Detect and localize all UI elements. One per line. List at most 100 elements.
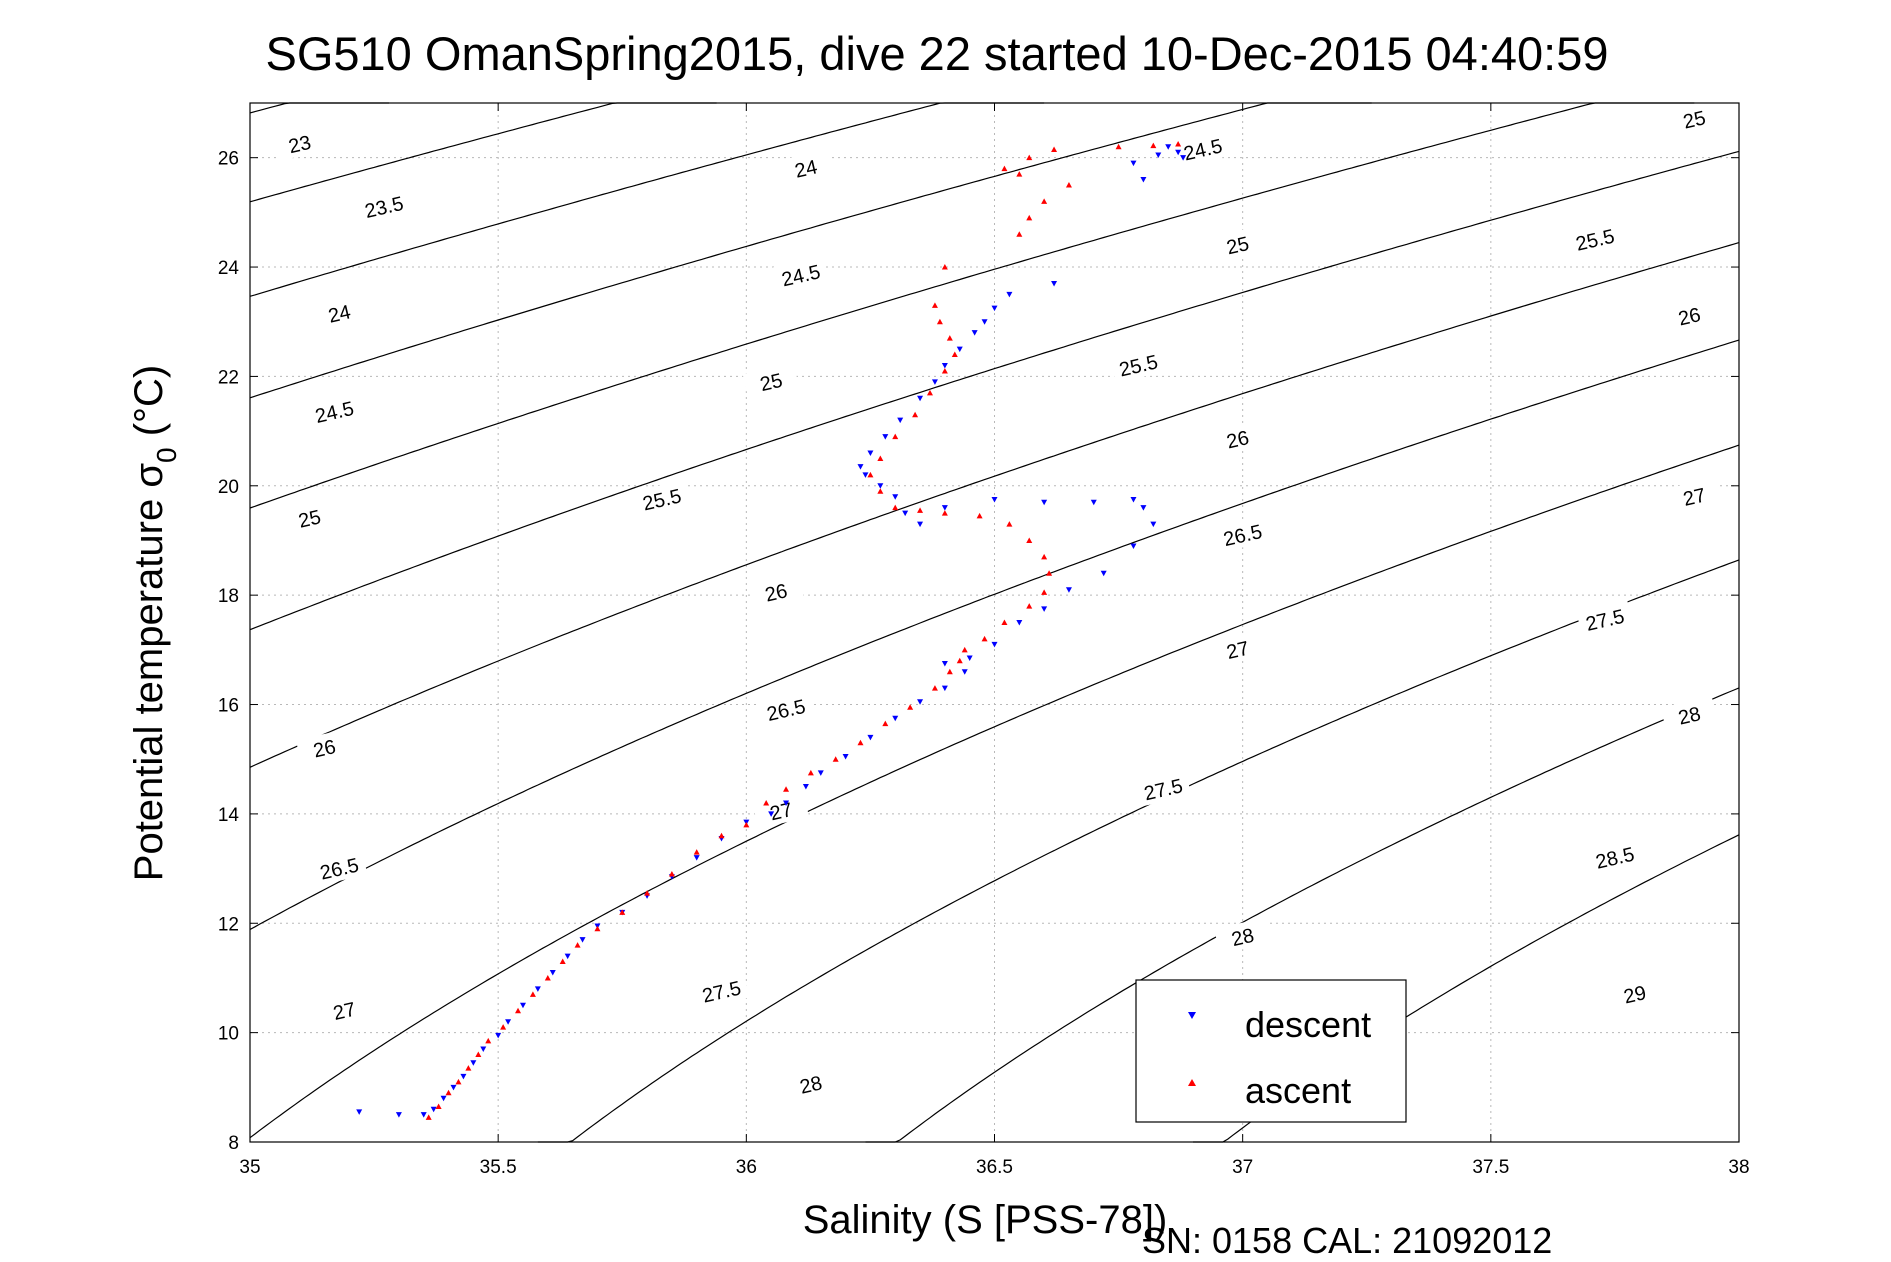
ascent-point xyxy=(931,685,938,691)
contour-label-bg xyxy=(742,362,800,400)
ascent-point xyxy=(763,799,770,806)
descent-point xyxy=(430,1106,437,1113)
ascent-point xyxy=(1026,214,1033,221)
contour-label: 23 xyxy=(287,132,314,158)
ascent-point xyxy=(594,925,601,932)
descent-point xyxy=(356,1109,363,1115)
contour-label-bg xyxy=(1134,769,1192,807)
descent-point xyxy=(991,496,998,503)
ascent-point xyxy=(956,657,963,664)
density-contour-line xyxy=(865,687,1740,1143)
ascent-point xyxy=(1026,154,1033,161)
ascent-point xyxy=(857,739,864,746)
contour-label-bg xyxy=(1109,345,1167,384)
contour-label: 25 xyxy=(296,506,323,532)
density-contour-line xyxy=(249,102,1045,297)
descent-point xyxy=(991,641,998,648)
legend-ascent-marker xyxy=(1188,1079,1196,1086)
descent-point xyxy=(1051,280,1058,287)
ascent-point xyxy=(718,832,725,839)
contour-label: 27 xyxy=(1681,484,1708,510)
ascent-point xyxy=(946,335,953,341)
descent-point xyxy=(549,969,556,976)
ascent-point xyxy=(941,367,948,374)
contour-label-bg xyxy=(1174,129,1231,168)
descent-point xyxy=(867,450,874,456)
x-axis-label: Salinity (S [PSS-78]) xyxy=(803,1198,1168,1242)
descent-point xyxy=(1016,620,1023,626)
ascent-point xyxy=(574,942,581,948)
y-tick-label: 10 xyxy=(218,1024,239,1045)
ascent-point xyxy=(485,1037,492,1044)
descent-point xyxy=(450,1084,457,1091)
y-axis-label-main: Potential temperature σ xyxy=(127,463,171,882)
y-tick-label: 18 xyxy=(218,586,239,607)
ascent-point xyxy=(892,504,899,511)
descent-point xyxy=(882,434,889,440)
x-tick-label: 35 xyxy=(239,1157,260,1178)
descent-point xyxy=(1180,155,1187,161)
legend-ascent-label: ascent xyxy=(1245,1070,1351,1111)
descent-point xyxy=(877,483,884,489)
descent-point xyxy=(991,305,998,312)
descent-point xyxy=(956,346,963,353)
y-tick-label: 20 xyxy=(218,477,239,498)
ascent-point xyxy=(981,635,988,642)
y-axis-label: Potential temperature σ0 (°C) xyxy=(127,365,182,881)
contour-label-bg xyxy=(633,479,690,518)
descent-point xyxy=(534,986,541,992)
ascent-point xyxy=(559,958,566,965)
contour-label-bg xyxy=(1214,917,1271,955)
descent-point xyxy=(842,753,849,760)
descent-point xyxy=(783,800,790,806)
ascent-point xyxy=(1001,165,1008,172)
ascent-point xyxy=(783,786,790,792)
ascent-point xyxy=(1041,589,1048,595)
legend: descent ascent xyxy=(1135,979,1407,1123)
descent-point xyxy=(917,699,924,705)
ascent-point xyxy=(465,1065,472,1071)
descent-point xyxy=(867,734,874,741)
descent-point xyxy=(802,784,809,790)
descent-point xyxy=(971,330,978,336)
descent-point xyxy=(1175,149,1182,156)
descent-point xyxy=(966,655,973,662)
ascent-point xyxy=(941,510,948,516)
legend-descent-label: descent xyxy=(1245,1004,1371,1045)
y-tick-label: 16 xyxy=(218,696,239,717)
ascent-point xyxy=(1046,570,1053,576)
contour-label-bg xyxy=(1660,695,1718,734)
y-tick-label: 26 xyxy=(218,149,239,170)
contour-label: 28 xyxy=(1676,703,1703,729)
descent-point xyxy=(395,1112,402,1118)
contour-label-bg xyxy=(1606,974,1663,1012)
contour-label-bg xyxy=(1209,225,1266,263)
descent-point xyxy=(941,362,948,369)
descent-point xyxy=(1165,144,1172,150)
contour-label-bg xyxy=(315,991,373,1029)
descent-point xyxy=(693,855,700,861)
descent-point xyxy=(1090,499,1097,506)
descent-point xyxy=(440,1095,447,1102)
series-ascent xyxy=(425,141,1182,1120)
descent-point xyxy=(917,521,924,528)
descent-point xyxy=(902,510,909,517)
contour-labels: 2323.52424.5252626.52725.52626.52727.528… xyxy=(271,99,1723,1103)
descent-point xyxy=(1100,570,1107,577)
contour-label: 25 xyxy=(1225,233,1252,259)
contour-label-bg xyxy=(1660,296,1718,334)
x-tick-label: 35.5 xyxy=(480,1157,517,1178)
descent-point xyxy=(1065,587,1072,593)
descent-point xyxy=(1041,606,1048,612)
descent-point xyxy=(1140,177,1147,183)
ascent-point xyxy=(951,351,958,358)
contour-label-bg xyxy=(693,972,750,1010)
contour-label: 28 xyxy=(798,1072,825,1098)
contour-label-bg xyxy=(1576,600,1634,638)
contour-label-bg xyxy=(1214,515,1271,553)
contour-label: 26 xyxy=(311,736,338,762)
y-tick-label: 22 xyxy=(218,367,239,388)
descent-point xyxy=(1155,152,1162,158)
x-tick-label: 37.5 xyxy=(1472,1157,1509,1178)
descent-point xyxy=(1130,160,1137,167)
